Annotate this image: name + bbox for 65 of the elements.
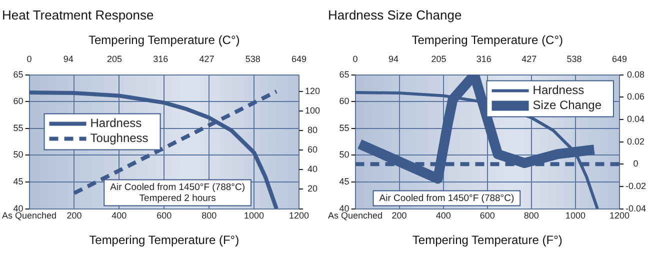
x-tick-label: 600: [156, 210, 172, 221]
y-tick-label: 50: [13, 150, 24, 160]
x-tick-label: 1000: [244, 210, 264, 221]
chart-title: Hardness Size Change: [328, 7, 462, 22]
x-tick-label: As Quenched: [328, 210, 383, 221]
x2-tick-label: 427: [522, 54, 537, 64]
x-tick-label: 800: [202, 210, 217, 221]
x-tick-label: 1200: [609, 210, 630, 221]
legend-label: Hardness: [90, 116, 142, 130]
y2-tick-label: 60: [307, 144, 318, 155]
x2-tick-label: 427: [199, 54, 214, 64]
y-tick-label: 60: [13, 96, 24, 106]
y2-tick-label: 0: [633, 158, 638, 169]
x-tick-label: 200: [392, 210, 407, 221]
x-tick-label: 200: [66, 210, 82, 221]
x2-tick-label: 649: [291, 54, 306, 64]
y2-tick-label: 0.04: [626, 114, 645, 124]
x2-tick-label: 649: [612, 54, 627, 64]
y2-tick-label: 20: [307, 184, 318, 194]
y-tick-label: 40: [339, 203, 350, 214]
x2-tick-label: 94: [388, 54, 399, 64]
y2-tick-label: 40: [307, 164, 318, 174]
y-tick-label: 60: [339, 96, 350, 106]
x2-tick-label: 316: [476, 54, 492, 64]
x2-tick-label: 538: [566, 54, 582, 64]
legend-label: Size Change: [532, 98, 602, 112]
annotation: Air Cooled from 1450°F (788°C) Tempered 2 hours: [110, 182, 245, 204]
x-tick-label: 1000: [565, 210, 586, 221]
x-axis-title: Tempering Temperature (F°): [412, 233, 562, 248]
y-tick-label: 40: [13, 203, 24, 214]
y2-tick-label: 0.06: [626, 92, 645, 102]
annotation: Air Cooled from 1450°F (788°C): [379, 193, 514, 204]
x-axis-title: Tempering Temperature (F°): [89, 233, 240, 248]
x2-axis-title: Tempering Temperature (C°): [412, 33, 564, 48]
y2-tick-label: 100: [304, 105, 320, 116]
y2-tick-label: 120: [304, 86, 320, 96]
y-tick-label: 65: [13, 69, 24, 80]
y2-tick-label: -0.02: [625, 180, 646, 191]
y-tick-label: 55: [339, 122, 350, 133]
y2-tick-label: 0.02: [626, 136, 645, 146]
x2-tick-label: 94: [63, 54, 74, 64]
y-tick-label: 45: [13, 176, 24, 186]
y2-tick-label: 80: [307, 125, 318, 136]
legend-label: Toughness: [90, 131, 148, 146]
x-tick-label: 800: [524, 210, 539, 221]
x2-tick-label: 316: [153, 54, 168, 64]
x2-tick-label: 538: [245, 54, 260, 64]
x2-tick-label: 205: [431, 54, 446, 64]
y-tick-label: 45: [339, 176, 350, 186]
y-tick-label: 65: [339, 69, 350, 80]
x2-tick-label: 0: [26, 54, 32, 64]
x-tick-label: 400: [112, 210, 127, 221]
y-tick-label: 50: [339, 150, 350, 160]
x2-tick-label: 0: [352, 54, 358, 64]
legend-label: Hardness: [532, 83, 584, 98]
y2-tick-label: 0.08: [626, 69, 645, 80]
x2-axis-title: Tempering Temperature (C°): [88, 33, 240, 48]
x-tick-label: 600: [480, 210, 495, 221]
x-tick-label: 1200: [288, 210, 309, 221]
x-tick-label: As Quenched: [2, 210, 57, 221]
x-tick-label: 400: [436, 210, 451, 221]
y-tick-label: 55: [13, 122, 24, 133]
chart-title: Heat Treatment Response: [2, 7, 154, 22]
x2-tick-label: 205: [106, 54, 122, 64]
y2-tick-label: -0.04: [625, 203, 646, 214]
